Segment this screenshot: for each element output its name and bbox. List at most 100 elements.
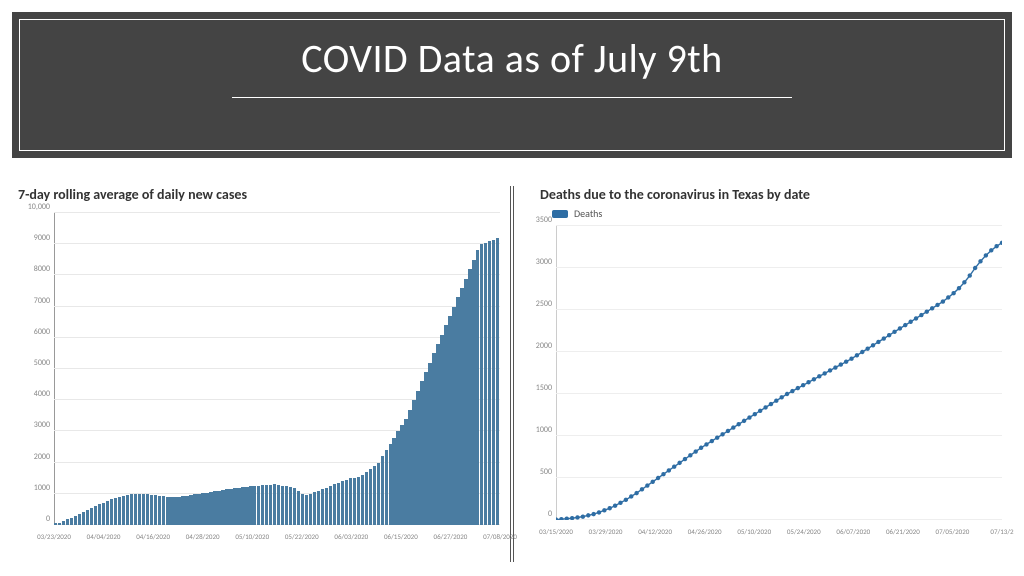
bar — [349, 478, 352, 525]
bar — [412, 400, 415, 525]
x-tick: 05/24/2020 — [787, 527, 821, 536]
x-tick: 07/08/2020 — [483, 532, 517, 541]
deaths-marker — [871, 343, 875, 347]
deaths-marker — [860, 350, 864, 354]
deaths-marker — [935, 303, 939, 307]
title-banner: COVID Data as of July 9th — [10, 10, 1014, 160]
bar — [333, 484, 336, 525]
deaths-marker — [839, 362, 843, 366]
bar — [86, 510, 89, 525]
deaths-marker — [779, 395, 783, 399]
bar — [94, 506, 97, 525]
y-tick: 9000 — [34, 233, 50, 243]
cases-plot-area — [54, 213, 500, 525]
bar — [253, 486, 256, 525]
deaths-marker — [694, 449, 698, 453]
bar — [134, 494, 137, 525]
y-tick: 500 — [540, 467, 552, 477]
slide: COVID Data as of July 9th 7-day rolling … — [0, 0, 1024, 576]
page-title: COVID Data as of July 9th — [301, 34, 722, 83]
bar — [456, 297, 459, 525]
deaths-marker — [817, 374, 821, 378]
deaths-marker — [806, 380, 810, 384]
x-tick: 06/07/2020 — [836, 527, 870, 536]
cases-plot: 010002000300040005000600070008000900010,… — [18, 209, 504, 543]
gridline — [54, 243, 500, 244]
bar — [317, 491, 320, 525]
bar — [345, 480, 348, 525]
bar — [392, 438, 395, 525]
bar — [257, 486, 260, 525]
deaths-marker — [704, 442, 708, 446]
deaths-marker — [720, 432, 724, 436]
deaths-marker — [812, 377, 816, 381]
deaths-marker — [957, 286, 961, 290]
deaths-marker — [640, 487, 644, 491]
bar — [361, 475, 364, 525]
deaths-marker — [613, 504, 617, 508]
bar — [452, 307, 455, 525]
deaths-marker — [833, 365, 837, 369]
deaths-marker — [763, 405, 767, 409]
cases-y-axis: 010002000300040005000600070008000900010,… — [18, 209, 52, 543]
deaths-marker — [608, 506, 612, 510]
bar — [217, 491, 220, 525]
bar — [313, 492, 316, 525]
bar — [488, 241, 491, 525]
bar — [58, 523, 61, 525]
deaths-marker — [844, 359, 848, 363]
deaths-marker — [677, 461, 681, 465]
x-tick: 07/13/2 — [990, 527, 1013, 536]
deaths-marker — [849, 357, 853, 361]
bar — [321, 489, 324, 525]
bar — [173, 497, 176, 525]
y-tick: 8000 — [34, 264, 50, 274]
bar — [369, 469, 372, 525]
bar — [245, 487, 248, 525]
bar — [102, 503, 105, 525]
deaths-marker — [968, 273, 972, 277]
bar — [106, 501, 109, 525]
bar — [166, 497, 169, 525]
deaths-marker — [556, 517, 558, 520]
deaths-marker — [597, 510, 601, 514]
bar — [269, 485, 272, 525]
deaths-marker — [683, 457, 687, 461]
bar — [114, 498, 117, 525]
bar — [492, 240, 495, 525]
deaths-marker — [618, 501, 622, 505]
bar — [193, 494, 196, 525]
deaths-marker — [994, 244, 998, 248]
deaths-marker — [769, 402, 773, 406]
deaths-legend: Deaths — [552, 207, 1006, 220]
gridline — [54, 274, 500, 275]
deaths-marker — [699, 446, 703, 450]
deaths-marker — [828, 368, 832, 372]
deaths-plot-area — [556, 226, 1002, 520]
bar — [169, 497, 172, 525]
bar — [289, 487, 292, 525]
bar — [82, 512, 85, 525]
deaths-marker — [919, 313, 923, 317]
bar — [277, 485, 280, 525]
bar — [301, 494, 304, 525]
deaths-marker — [989, 248, 993, 252]
deaths-marker — [903, 323, 907, 327]
deaths-marker — [876, 340, 880, 344]
bar — [162, 496, 165, 525]
bar — [293, 488, 296, 525]
y-tick: 2000 — [536, 341, 552, 351]
deaths-marker — [747, 415, 751, 419]
deaths-marker — [559, 517, 563, 520]
bar — [249, 486, 252, 525]
legend-swatch — [552, 210, 568, 218]
bar — [154, 495, 157, 525]
bar — [62, 521, 65, 525]
bar — [213, 491, 216, 525]
deaths-marker — [667, 468, 671, 472]
bar — [281, 486, 284, 525]
deaths-marker — [634, 491, 638, 495]
bar — [408, 410, 411, 525]
bar — [337, 483, 340, 525]
x-tick: 04/04/2020 — [87, 532, 121, 541]
